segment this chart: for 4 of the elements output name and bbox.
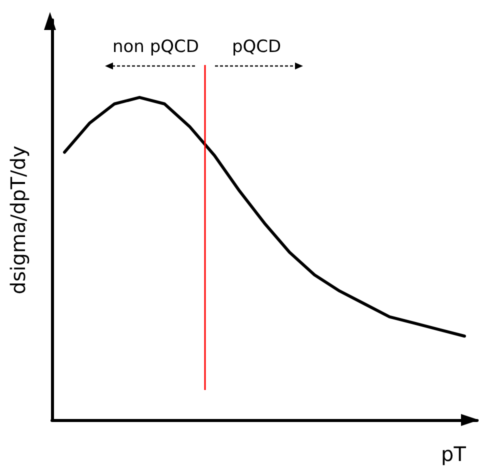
text: non pQCD [112,37,199,57]
y-axis-title: dsigma/dpT/dy [6,145,30,294]
x-axis-title: pT [441,442,467,466]
text: pQCD [232,37,282,57]
